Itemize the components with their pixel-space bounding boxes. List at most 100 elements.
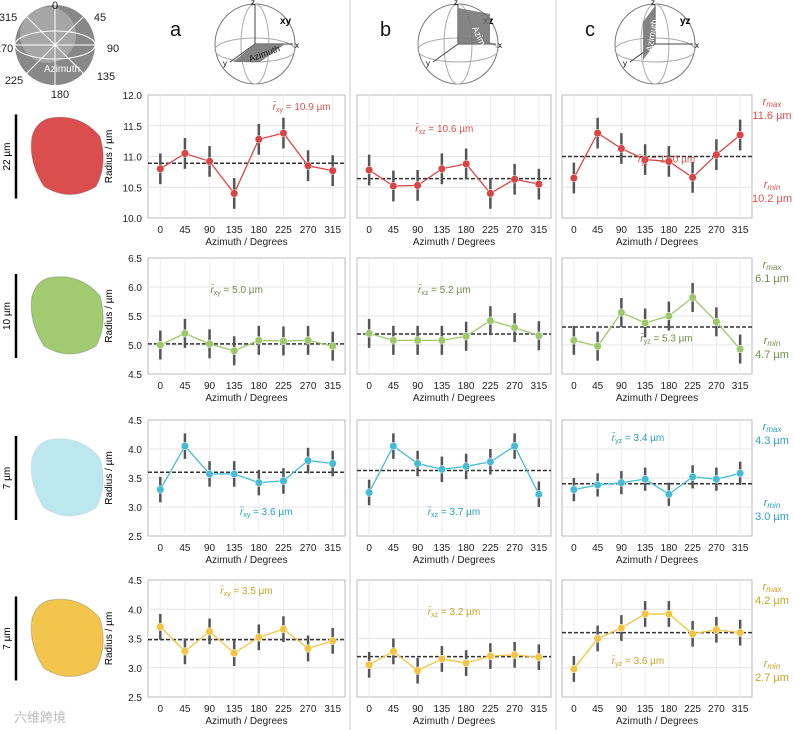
x-tick-label: 270 [300, 543, 317, 554]
x-tick-label: 180 [250, 704, 267, 715]
row-1-cell: 10 µm [2, 274, 104, 358]
x-tick-label: 180 [661, 704, 678, 715]
mean-subscript: xy [214, 290, 222, 297]
data-point [510, 650, 519, 659]
x-tick-label: 225 [684, 225, 701, 236]
data-point [534, 490, 543, 499]
rmin-label: rmin [764, 179, 781, 192]
azimuth-angle-label: 225 [5, 75, 23, 87]
azimuth-plane-wedge [643, 6, 655, 60]
data-point [510, 175, 519, 184]
data-point [279, 129, 288, 138]
y-tick-label: 4.0 [128, 445, 142, 456]
series-line [368, 445, 540, 495]
data-point [736, 130, 745, 140]
data-point [389, 181, 398, 191]
azimuth-plane-wedge [233, 44, 285, 62]
data-point [664, 157, 673, 166]
rmax-subscript: max [766, 100, 782, 109]
data-point [569, 336, 578, 345]
x-tick-label: 90 [616, 704, 628, 715]
data-point [641, 155, 650, 164]
data-point [413, 336, 422, 345]
x-tick-label: 225 [482, 543, 499, 554]
data-point [569, 664, 578, 673]
series-line [573, 132, 741, 179]
data-point [180, 149, 189, 158]
x-tick-label: 315 [732, 543, 749, 554]
rmin-symbol: r [764, 497, 769, 509]
x-tick-label: 180 [250, 225, 267, 236]
y-tick-label: 6.0 [128, 283, 142, 294]
x-axis-title: Azimuth / Degrees [413, 393, 495, 404]
data-point [593, 342, 602, 351]
cell-render-image [30, 438, 104, 517]
data-point [304, 161, 313, 170]
data-point [736, 628, 745, 637]
x-axis-label: x [498, 41, 502, 50]
series-line [160, 332, 333, 352]
x-tick-label: 135 [637, 225, 654, 236]
x-tick-label: 270 [506, 381, 523, 392]
mean-radius-label: r̄xy = 3.6 µm [240, 505, 293, 519]
data-point [413, 181, 422, 190]
rmin-symbol: r [764, 179, 769, 191]
azimuth-angle-label: 270 [0, 43, 13, 55]
x-tick-label: 135 [434, 381, 451, 392]
panel-letter: b [380, 19, 391, 41]
x-tick-label: 315 [732, 704, 749, 715]
x-tick-label: 45 [179, 704, 191, 715]
data-point [641, 475, 650, 484]
y-tick-label: 4.5 [128, 576, 142, 587]
data-point [304, 336, 313, 345]
data-point [205, 469, 214, 478]
data-point [389, 647, 398, 656]
x-tick-label: 315 [531, 543, 548, 554]
x-tick-label: 90 [412, 381, 424, 392]
x-tick-label: 135 [637, 381, 654, 392]
cell-render-image [30, 276, 104, 355]
data-point [180, 647, 189, 656]
data-point [641, 318, 650, 328]
data-point [664, 311, 673, 321]
data-point [279, 625, 288, 634]
mean-subscript: xy [276, 107, 284, 114]
y-tick-label: 11.5 [123, 122, 142, 133]
x-tick-label: 315 [531, 381, 548, 392]
mean-symbol: r̄ [220, 584, 224, 597]
x-tick-label: 0 [571, 704, 577, 715]
azimuth-angle-label: 0 [52, 0, 58, 12]
azimuth-spoke [26, 16, 84, 74]
data-point [328, 459, 337, 468]
panel-a-row-0: 0 45 90 135 180 225 270 315 Azimuth / Degrees 10.… [104, 91, 346, 248]
data-point [462, 159, 471, 168]
x-tick-label: 135 [637, 543, 654, 554]
data-point [328, 166, 337, 175]
rmin-label: rmin [764, 335, 781, 348]
series-line [573, 296, 741, 350]
x-tick-label: 225 [275, 381, 292, 392]
z-axis-label: z [454, 0, 458, 7]
x-axis-title: Azimuth / Degrees [205, 393, 287, 404]
y-axis-title: Radius / µm [104, 451, 115, 505]
rmin-subscript: min [767, 183, 780, 192]
data-point [328, 342, 337, 351]
data-point [205, 339, 214, 348]
data-point [641, 609, 650, 618]
x-tick-label: 90 [204, 225, 216, 236]
rmax-label: rmax [763, 581, 783, 594]
mean-symbol: r̄ [210, 283, 214, 296]
x-tick-label: 270 [708, 381, 725, 392]
mean-radius-label: r̄xy = 5.0 µm [210, 283, 263, 297]
x-tick-label: 0 [158, 381, 164, 392]
y-tick-label: 3.0 [128, 664, 142, 675]
x-tick-label: 90 [616, 225, 628, 236]
panel-a-row-3: 0 45 90 135 180 225 270 315 Azimuth / Degrees 2.5… [104, 576, 346, 727]
data-point [230, 189, 239, 198]
mean-value: = 3.5 µm [231, 586, 273, 597]
x-tick-label: 45 [179, 543, 191, 554]
